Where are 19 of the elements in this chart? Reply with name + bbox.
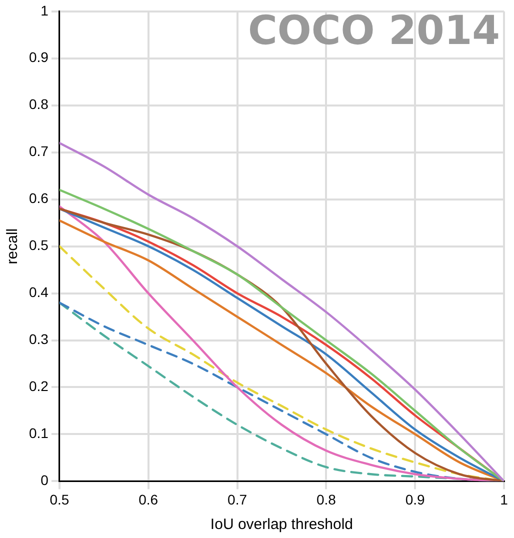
y-tick-label: 0.9 <box>28 49 49 66</box>
x-tick-label: 0.9 <box>405 491 426 508</box>
annotation: COCO 2014 <box>248 8 500 54</box>
y-tick-label: 0.6 <box>28 190 49 206</box>
y-tick-label: 0.1 <box>28 425 49 442</box>
y-tick-label: 0.3 <box>28 331 49 348</box>
y-tick-label: 0.2 <box>28 378 49 394</box>
y-tick-label: 0 <box>40 472 49 488</box>
y-tick-label: 0.8 <box>28 96 49 112</box>
x-tick-label: 0.7 <box>228 491 248 508</box>
y-tick-label: 0.7 <box>28 143 49 160</box>
y-tick-label: 0.4 <box>28 284 49 300</box>
y-tick-label: 1 <box>40 2 49 18</box>
y-tick-label: 0.5 <box>28 237 49 254</box>
x-tick-label: 0.6 <box>138 491 158 508</box>
x-tick-label: 0.8 <box>316 491 336 508</box>
x-axis-title: IoU overlap threshold <box>210 516 354 534</box>
x-tick-label: 1 <box>500 491 508 508</box>
y-axis-title: recall <box>4 228 22 264</box>
